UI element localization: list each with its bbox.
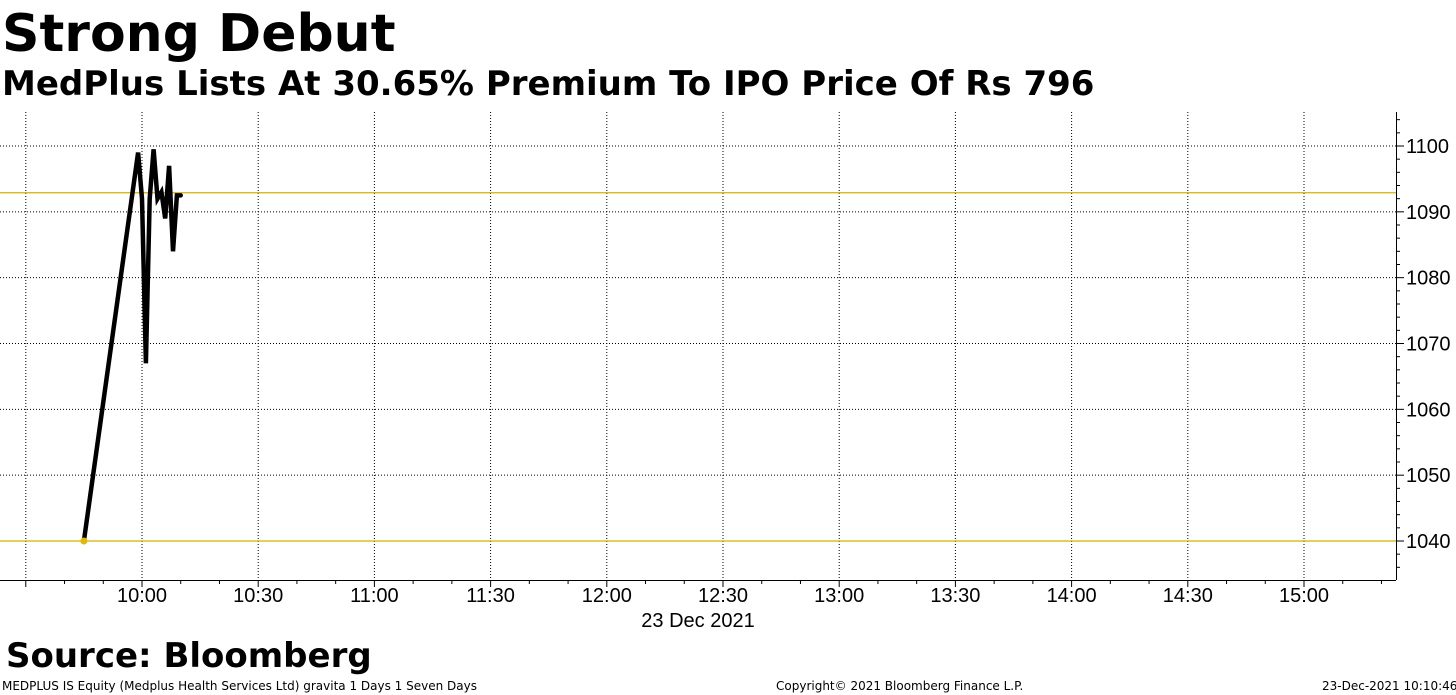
reference-lines (0, 192, 1396, 542)
x-tick-label: 14:00 (1047, 585, 1097, 607)
x-tick-label: 13:00 (814, 585, 864, 607)
axes (0, 112, 1404, 587)
x-tick-label: 10:30 (233, 585, 283, 607)
chart-title: Strong Debut (2, 4, 396, 64)
footer-copyright: Copyright© 2021 Bloomberg Finance L.P. (776, 679, 1024, 693)
x-tick-label: 14:30 (1163, 585, 1213, 607)
price-line (81, 149, 183, 544)
y-tick-label: 1070 (1406, 334, 1451, 356)
y-tick-label: 1060 (1406, 399, 1451, 421)
x-tick-label: 12:00 (582, 585, 632, 607)
footer-timestamp: 23-Dec-2021 10:10:46 (1322, 679, 1456, 693)
y-tick-label: 1090 (1406, 202, 1451, 224)
x-tick-label: 10:00 (117, 585, 167, 607)
y-tick-label: 1100 (1406, 136, 1449, 158)
chart-subtitle: MedPlus Lists At 30.65% Premium To IPO P… (2, 64, 1095, 104)
line-chart: 10:00 10:30 11:00 11:30 12:00 12:30 13:00 13:30… (0, 112, 1451, 632)
price-series (80, 149, 183, 545)
x-tick-label: 12:30 (698, 585, 748, 607)
source-label: Source: Bloomberg (6, 636, 372, 676)
y-tick-label: 1050 (1406, 465, 1451, 487)
x-tick-label: 15:00 (1279, 585, 1329, 607)
y-tick-label: 1040 (1406, 531, 1451, 553)
x-tick-label: 13:30 (930, 585, 980, 607)
footer-security-info: MEDPLUS IS Equity (Medplus Health Servic… (2, 679, 477, 693)
x-tick-label: 11:00 (350, 585, 399, 607)
x-axis-label: 23 Dec 2021 (641, 610, 754, 632)
tick-labels: 10:00 10:30 11:00 11:30 12:00 12:30 13:00 13:30… (117, 136, 1451, 632)
start-marker (80, 537, 88, 545)
grid-lines (0, 112, 1396, 580)
y-tick-label: 1080 (1406, 268, 1451, 290)
x-tick-label: 11:30 (466, 585, 515, 607)
